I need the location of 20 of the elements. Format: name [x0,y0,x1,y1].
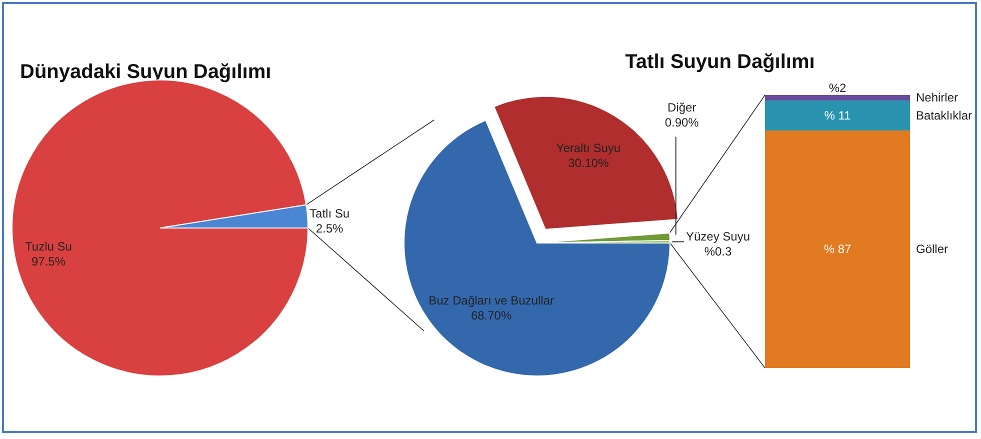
data-label: 97.5% [31,254,66,269]
data-label: % 87 [824,242,852,256]
chart-title: Dünyadaki Suyun Dağılımı [20,61,272,83]
data-label: % 11 [824,108,852,122]
slice-label: Tatlı Su [310,206,350,220]
data-label: %0.3 [704,244,732,259]
slice-label: Buz Dağları ve Buzullar [428,294,554,308]
data-label: 2.5% [316,221,344,236]
data-label: 0.90% [664,116,700,130]
data-label: 68.70% [470,308,512,323]
series-label: Bataklıklar [916,108,972,122]
slice-label: Yüzey Suyu [686,230,750,244]
slice-label: Diğer [668,100,696,115]
series-label: Göller [916,242,948,256]
data-label: 30.10% [568,156,610,170]
slice-label: Yeraltı Suyu [556,141,621,156]
chart-title: Tatlı Suyun Dağılımı [625,51,815,73]
slice-label: Tuzlu Su [25,240,72,254]
data-label: %2 [828,81,846,95]
series-label: Nehirler [916,90,958,105]
